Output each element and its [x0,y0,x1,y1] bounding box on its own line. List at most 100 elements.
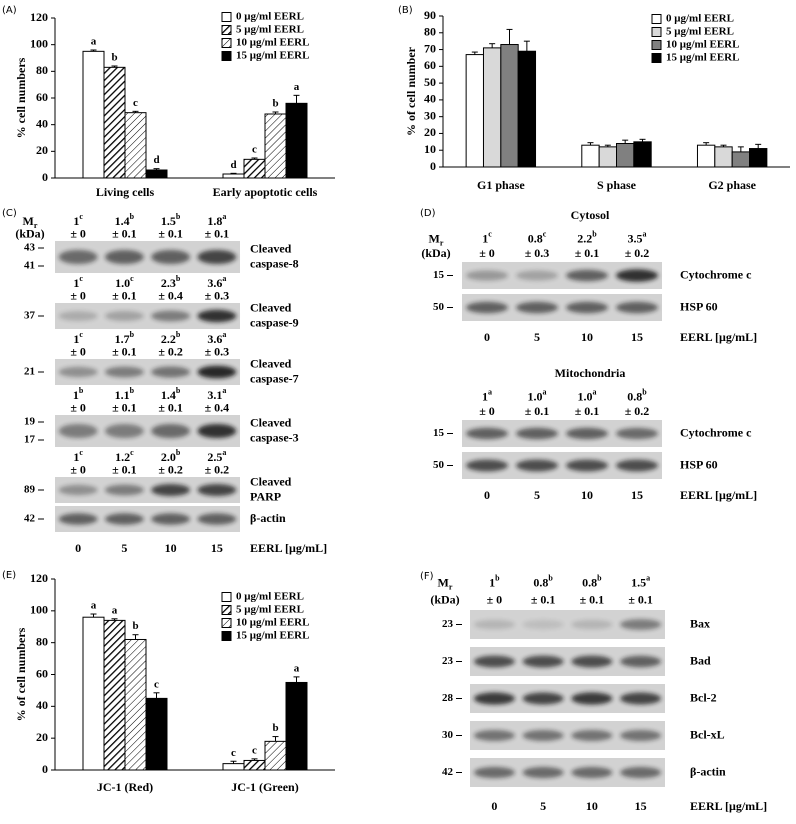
quant-sd: ± 0.1 [628,593,653,607]
lane-label: 0 [484,488,490,502]
protein-label: Cytochrome c [680,267,752,281]
quant-value: 1.4b [115,212,135,227]
mr-subscript: r [449,583,453,592]
quant-sd: ± 0.1 [112,462,137,476]
blot-band [522,692,564,705]
quant-sd: ± 0.1 [112,344,137,358]
legend-swatch [651,53,662,63]
blot-band [151,513,191,525]
quant-number: 3.5 [628,231,643,245]
quant-sd: ± 0 [70,344,86,358]
quant-value: 1.0c [115,274,134,289]
y-tick-label: 10 [424,142,436,156]
quant-number: 2.3 [161,276,176,290]
lane-label: 15 [211,541,223,555]
quant-number: 1.7 [115,332,130,346]
quant-sd: ± 0.1 [525,404,550,418]
quant-letter: c [488,230,492,239]
quant-number: 0.8 [533,575,548,589]
bar [517,50,537,168]
quant-sd: ± 0.1 [575,246,600,260]
blot-band [566,301,608,314]
blot-band [473,730,515,741]
quant-sd: ± 0 [479,246,495,260]
significance-letter: c [252,744,257,756]
quant-number: 0.8 [528,231,543,245]
protein-label: HSP 60 [680,299,718,313]
lane-label: 0 [491,799,497,813]
quant-value: 1.1b [115,386,135,401]
lane-label: 10 [581,330,593,344]
quant-letter: a [222,212,226,221]
blot-band [104,513,144,525]
lane-label: 5 [534,330,540,344]
blot-band [616,301,658,314]
bar [285,102,308,179]
bar [500,44,519,168]
mw-marker: 42 [24,513,36,525]
legend-swatch [651,27,662,37]
mw-marker: 42 [442,766,454,778]
y-tick-label: 30 [424,108,436,122]
bar [749,148,768,168]
blot-band [197,365,237,379]
quant-sd: ± 0.1 [158,226,183,240]
blot-band [58,484,98,496]
protein-label: PARP [250,489,281,503]
blot-band [620,655,662,668]
protein-label: Cleaved [250,356,292,370]
panel-label: (F) [420,571,434,582]
blot-band [620,619,662,630]
blot-band [522,619,564,630]
quant-value: 1c [73,448,83,463]
blot-band [516,427,558,440]
y-tick-label: 20 [36,143,48,157]
blot-band [197,424,237,438]
blot-band [58,424,98,438]
significance-letter: b [111,52,117,64]
blot-band [473,692,515,705]
quant-sd: ± 0.3 [205,344,230,358]
blot-band [473,655,515,668]
quant-sd: ± 0.2 [158,344,183,358]
blot-band [522,655,564,668]
mw-marker: 15 [433,427,445,439]
quant-letter: c [543,230,547,239]
y-tick-label: 120 [30,10,48,24]
blot-band [151,250,191,264]
panel-label: (E) [2,570,16,581]
lane-label: 5 [534,488,540,502]
bar [633,141,652,168]
quant-sd: ± 0.1 [531,593,556,607]
blot-band [58,250,98,264]
blot-band [571,692,613,705]
quant-letter: b [130,386,135,395]
quant-value: 3.6a [207,274,226,289]
mr-symbol: M [438,575,449,589]
blot-band [616,427,658,440]
protein-label: Bcl-xL [690,727,725,741]
blot-band [571,655,613,668]
quant-number: 3.6 [207,332,222,346]
panel-label: (A) [2,5,17,16]
significance-letter: a [294,81,300,93]
quant-number: 1 [73,450,79,464]
quant-number: 1.5 [161,214,176,228]
legend-label: 10 μg/ml EERL [236,617,309,629]
y-tick-label: 20 [36,730,48,744]
significance-letter: c [133,97,138,109]
quant-value: 2.0b [161,448,181,463]
quant-value: 1.4b [161,386,181,401]
mw-marker: 23 [442,655,454,667]
mw-marker: 15 [433,269,445,281]
bar [103,66,126,179]
quant-value: 1b [489,574,500,589]
protein-label: β-actin [690,764,726,778]
quant-number: 2.5 [207,450,222,464]
lane-label: 10 [581,488,593,502]
bar [82,616,105,771]
quant-sd: ± 0 [70,288,86,302]
quant-sd: ± 0.4 [158,288,183,302]
significance-letter: b [132,620,138,632]
blot-band [566,459,608,472]
